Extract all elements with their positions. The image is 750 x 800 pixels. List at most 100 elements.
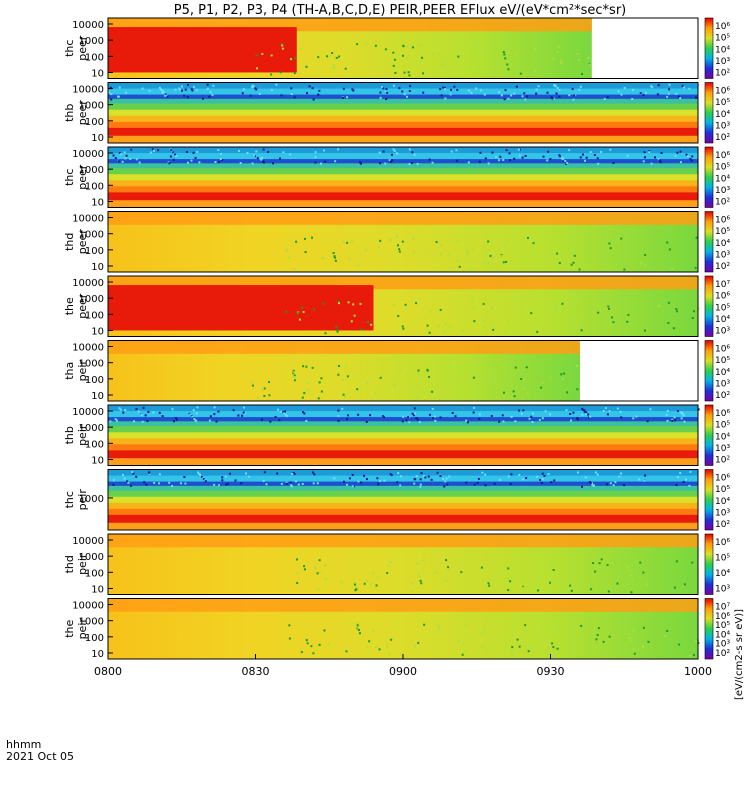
panel-5-noise-21 xyxy=(461,329,464,332)
panel-8-speck-49 xyxy=(493,482,496,485)
panel-5-noise-28 xyxy=(437,324,440,327)
panel-9-noise-31 xyxy=(594,583,597,586)
panel-3-speck-51 xyxy=(562,159,565,162)
panel-2-speck-120 xyxy=(386,91,389,94)
panel-7-speck-84 xyxy=(337,415,340,418)
panel-7-speck-113 xyxy=(619,410,622,413)
panel-8-speck-4 xyxy=(276,472,279,475)
panel-10-noise-73 xyxy=(312,652,315,655)
panel-7-speck-5 xyxy=(171,408,174,411)
panel-8-speck-20 xyxy=(473,483,476,486)
panel-2-speck-12 xyxy=(675,92,678,95)
panel-5-noise-29 xyxy=(607,305,610,308)
panel-1-noise-47 xyxy=(503,53,506,56)
panel-5-cbtick-3: 10⁴ xyxy=(715,315,730,325)
panel-2-speck-103 xyxy=(409,84,412,87)
panel-9-noise-55 xyxy=(480,566,483,569)
panel-5-noise-74 xyxy=(337,302,340,305)
panel-8-speck-141 xyxy=(591,483,594,486)
panel-3-label-probe: thc xyxy=(63,169,76,186)
panel-10-noise-13 xyxy=(642,626,645,629)
panel-7-speck-158 xyxy=(284,410,287,413)
panel-8-speck-73 xyxy=(265,483,268,486)
panel-8-colorbar xyxy=(704,469,714,531)
panel-1-noise-78 xyxy=(558,45,561,48)
panel-9-noise-59 xyxy=(316,572,319,575)
panel-6-noise-65 xyxy=(495,387,498,390)
panel-3-speck-21 xyxy=(478,160,481,163)
x-axis: hhmm 2021 Oct 05 0800 0830 0900 0930 1000 xyxy=(6,654,712,763)
panel-10-noise-12 xyxy=(580,624,583,627)
panel-8-speck-154 xyxy=(620,472,623,475)
panel-6-noise-5 xyxy=(503,391,506,394)
panel-8-speck-82 xyxy=(419,478,422,481)
panel-8-speck-7 xyxy=(180,482,183,485)
panel-2-speck-155 xyxy=(657,84,660,87)
panel-3-speck-49 xyxy=(660,151,663,154)
panel-2-cbtick-1: 10⁵ xyxy=(715,98,730,108)
panel-6-noise-44 xyxy=(447,364,450,367)
panel-7-speck-22 xyxy=(189,413,192,416)
panel-7-speck-66 xyxy=(606,413,609,416)
panel-1-ytick-3: 10 xyxy=(91,69,104,80)
panel-5-noise-75 xyxy=(360,328,363,331)
panel-2-cbtick-0: 10⁶ xyxy=(715,87,730,97)
panel-8-speck-112 xyxy=(576,471,579,474)
panel-3-speck-32 xyxy=(389,160,392,163)
panel-8-speck-120 xyxy=(424,476,427,479)
panel-3-speck-130 xyxy=(130,148,133,151)
panel-4-noise-45 xyxy=(620,237,623,240)
panel-1-cbtick-4: 10² xyxy=(715,69,730,79)
panel-3-speck-139 xyxy=(272,162,275,165)
panel-1-noise-8 xyxy=(294,56,297,59)
panel-3-label-instrument: peer xyxy=(76,164,89,190)
panel-9-noise-4 xyxy=(683,583,686,586)
panel-3-speck-64 xyxy=(282,151,285,154)
panel-7-speck-52 xyxy=(510,415,513,418)
panel-3-speck-83 xyxy=(214,160,217,163)
panel-3-speck-93 xyxy=(384,162,387,165)
panel-10-noise-48 xyxy=(375,646,378,649)
panel-1-noise-28 xyxy=(326,55,329,58)
panel-4-noise-75 xyxy=(357,264,360,267)
panel-7-speck-156 xyxy=(144,414,147,417)
panel-7-speck-105 xyxy=(520,412,523,415)
panel-6-ytick-3: 10 xyxy=(91,391,104,402)
panel-1-noise-42 xyxy=(331,52,334,55)
panel-8-speck-40 xyxy=(376,477,379,480)
panel-10-noise-51 xyxy=(525,629,528,632)
panel-7-speck-143 xyxy=(604,407,607,410)
panel-9-noise-52 xyxy=(318,571,321,574)
panel-7-speck-107 xyxy=(357,413,360,416)
panel-1-noise-52 xyxy=(401,54,404,57)
panel-7-speck-93 xyxy=(405,419,408,422)
panel-3-speck-150 xyxy=(524,154,527,157)
panel-2-speck-46 xyxy=(379,91,382,94)
panel-2-speck-2 xyxy=(311,87,314,90)
panel-1-noise-71 xyxy=(560,62,563,65)
panel-5-noise-31 xyxy=(393,303,396,306)
panel-2-band-5 xyxy=(108,109,698,117)
panel-1-noise-20 xyxy=(576,53,579,56)
panel-4-noise-66 xyxy=(671,267,674,270)
panel-2-speck-92 xyxy=(439,88,442,91)
panel-1-noise-34 xyxy=(556,51,559,54)
panel-7-speck-11 xyxy=(679,411,682,414)
panel-3-speck-94 xyxy=(521,156,524,159)
panel-7-speck-149 xyxy=(572,411,575,414)
panel-10-noise-56 xyxy=(574,644,577,647)
panel-8-speck-108 xyxy=(522,478,525,481)
panel-3-ytick-1: 1000 xyxy=(79,165,104,176)
panel-4-cbtick-0: 10⁶ xyxy=(715,216,730,226)
panel-10-noise-65 xyxy=(518,645,521,648)
panel-8-speck-103 xyxy=(644,474,647,477)
panel-3-speck-69 xyxy=(612,161,615,164)
panel-2-speck-133 xyxy=(148,90,151,93)
panel-9-cbtick-1: 10⁵ xyxy=(715,554,730,564)
panel-6-noise-1 xyxy=(346,375,349,378)
panel-3-speck-147 xyxy=(239,161,242,164)
panel-3-speck-140 xyxy=(690,159,693,162)
panel-2-speck-87 xyxy=(255,88,258,91)
panel-7-speck-138 xyxy=(414,412,417,415)
panel-3-speck-31 xyxy=(118,152,121,155)
